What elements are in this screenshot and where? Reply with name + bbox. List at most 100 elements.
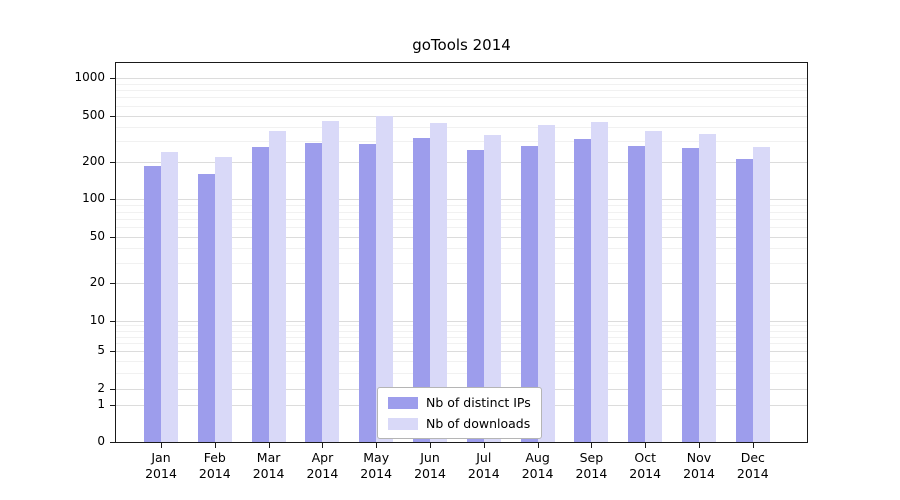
gridline-minor [116,211,807,213]
gridline-major [116,115,807,117]
x-tick-mark [161,443,162,448]
x-tick-line: Sep [579,450,604,465]
legend: Nb of distinct IPs Nb of downloads [377,387,542,439]
bar-downloads [645,130,663,442]
y-tick-mark [110,282,115,284]
gridline-minor [116,141,807,143]
x-tick-line: May [363,450,390,465]
legend-swatch [388,396,418,409]
plot-area: Nb of distinct IPs Nb of downloads [115,62,808,443]
bar-distinct-ips [251,146,269,442]
gridline-minor [116,336,807,338]
x-tick-line: Dec [740,450,765,465]
y-tick-mark [110,77,115,79]
x-tick-line: 2014 [252,466,285,482]
gridline-minor [116,126,807,128]
gridline-major [116,282,807,284]
x-tick-label: Jun 2014 [414,450,446,483]
y-tick-label: 1 [97,397,105,412]
gridline-minor [116,218,807,220]
y-tick-mark [110,199,115,201]
x-tick-label: Aug 2014 [522,450,554,483]
x-tick-line: Feb [203,450,226,465]
bar-distinct-ips [144,165,161,442]
x-tick-mark [214,443,216,448]
x-tick-line: Mar [256,450,281,465]
x-tick-line: Nov [686,450,712,465]
y-tick-mark [110,442,115,443]
x-tick-line: Jan [151,450,171,465]
y-tick-label: 50 [89,228,105,243]
y-tick-mark [110,405,115,407]
y-tick-mark [110,115,115,117]
gridline-minor [116,343,807,345]
bar-downloads [268,130,286,442]
x-tick-label: Apr 2014 [306,450,338,483]
y-tick-label: 1000 [74,69,105,84]
bar-distinct-ips [682,148,699,442]
y-tick-label: 500 [82,107,105,122]
bar-downloads [483,134,501,442]
x-tick-line: 2014 [521,466,554,482]
x-tick-line: 2014 [145,466,177,482]
bar-downloads [537,125,555,442]
gridline-minor [116,97,807,99]
x-tick-mark [699,443,700,448]
x-tick-mark [591,443,593,448]
y-tick-mark [110,351,115,353]
x-tick-mark [537,443,539,448]
x-tick-line: Aug [525,450,550,465]
x-tick-line: 2014 [306,466,339,482]
bar-downloads [430,123,447,442]
bar-distinct-ips [520,145,538,442]
gridline-minor [116,372,807,374]
x-tick-label: Mar 2014 [253,450,285,483]
y-tick-label: 10 [89,312,105,327]
y-tick-label: 2 [97,381,105,396]
x-tick-line: Jun [420,450,440,465]
x-tick-label: May 2014 [360,450,392,483]
x-tick-line: 2014 [198,466,231,482]
x-tick-mark [645,443,647,448]
x-tick-line: Jul [476,450,492,465]
gridline-minor [116,262,807,264]
y-tick-mark [110,236,115,238]
bar-distinct-ips [197,173,215,442]
gridline-minor [116,330,807,332]
x-tick-line: 2014 [736,466,769,482]
x-tick-line: Oct [634,450,656,465]
x-tick-line: 2014 [360,466,393,482]
gridline-major [116,199,807,201]
legend-entry: Nb of downloads [388,416,531,431]
x-tick-mark [268,443,270,448]
gridline-minor [116,205,807,207]
bar-downloads [161,152,178,442]
gridline-minor [116,89,807,91]
gridline-major [116,236,807,238]
x-tick-mark [430,443,431,448]
legend-label: Nb of distinct IPs [426,395,531,410]
bar-distinct-ips [466,150,484,442]
x-tick-line: 2014 [683,466,715,482]
y-tick-label: 100 [82,191,105,206]
x-tick-label: Oct 2014 [629,450,661,483]
y-tick-label: 200 [82,153,105,168]
gridline-major [116,320,807,322]
gridline-minor [116,248,807,250]
gridline-major [116,77,807,79]
y-tick-label: 0 [97,434,105,448]
bar-distinct-ips [413,138,430,442]
y-tick-mark [110,389,115,391]
bar-downloads [699,134,716,442]
x-tick-label: Sep 2014 [575,450,607,483]
gridline-major [116,351,807,353]
chart-title: goTools 2014 [412,36,511,54]
legend-entry: Nb of distinct IPs [388,395,531,410]
y-tick-label: 20 [89,274,105,289]
legend-label: Nb of downloads [426,416,531,431]
gridline-minor [116,227,807,229]
y-tick-mark [110,320,115,322]
gridline-major [116,161,807,163]
bar-downloads [214,156,232,442]
